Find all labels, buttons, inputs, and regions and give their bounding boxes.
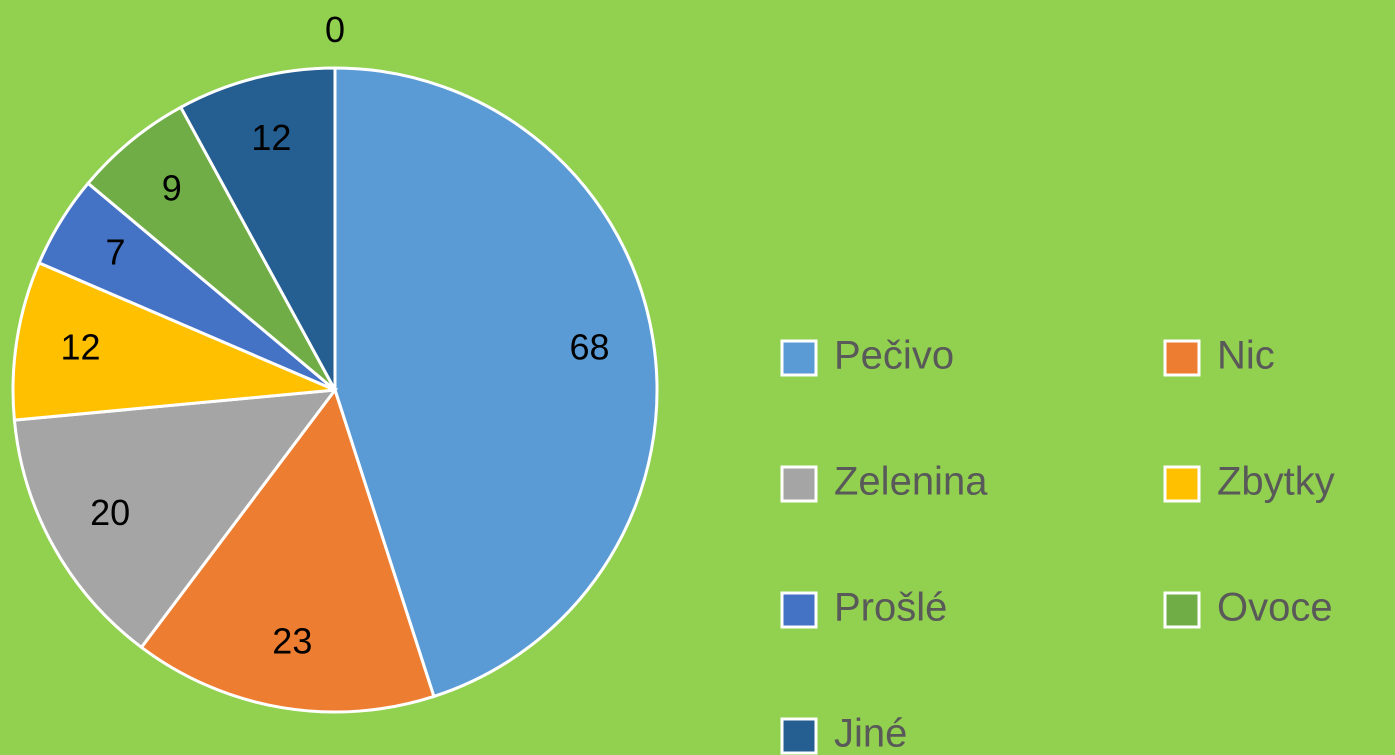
- data-label: 9: [162, 167, 182, 208]
- legend-label: Nic: [1217, 334, 1275, 378]
- legend-swatch: [780, 465, 818, 503]
- legend-swatch: [1163, 591, 1201, 629]
- data-label: 20: [90, 492, 130, 533]
- data-label: 0: [325, 9, 345, 50]
- data-label: 12: [61, 326, 101, 367]
- legend-label: Jiné: [834, 712, 907, 755]
- data-label: 12: [251, 117, 291, 158]
- legend-label: Prošlé: [834, 586, 947, 630]
- legend-swatch: [780, 591, 818, 629]
- legend-label: Ovoce: [1217, 586, 1333, 630]
- pie-slice: [85, 105, 337, 392]
- legend-swatch: [1163, 339, 1201, 377]
- legend-swatch: [780, 339, 818, 377]
- legend-swatch: [780, 717, 818, 755]
- data-label: 23: [272, 621, 312, 662]
- pie-slice: [12, 388, 339, 650]
- data-label: 7: [106, 232, 126, 273]
- pie-slice: [178, 66, 337, 391]
- legend-label: Zbytky: [1217, 460, 1335, 504]
- pie-slice: [333, 66, 659, 699]
- pie-slice: [139, 386, 436, 714]
- legend-label: Zelenina: [834, 460, 988, 504]
- data-label: 68: [569, 326, 609, 367]
- legend-swatch: [1163, 465, 1201, 503]
- legend-label: Pečivo: [834, 334, 954, 378]
- pie-slice: [11, 260, 336, 422]
